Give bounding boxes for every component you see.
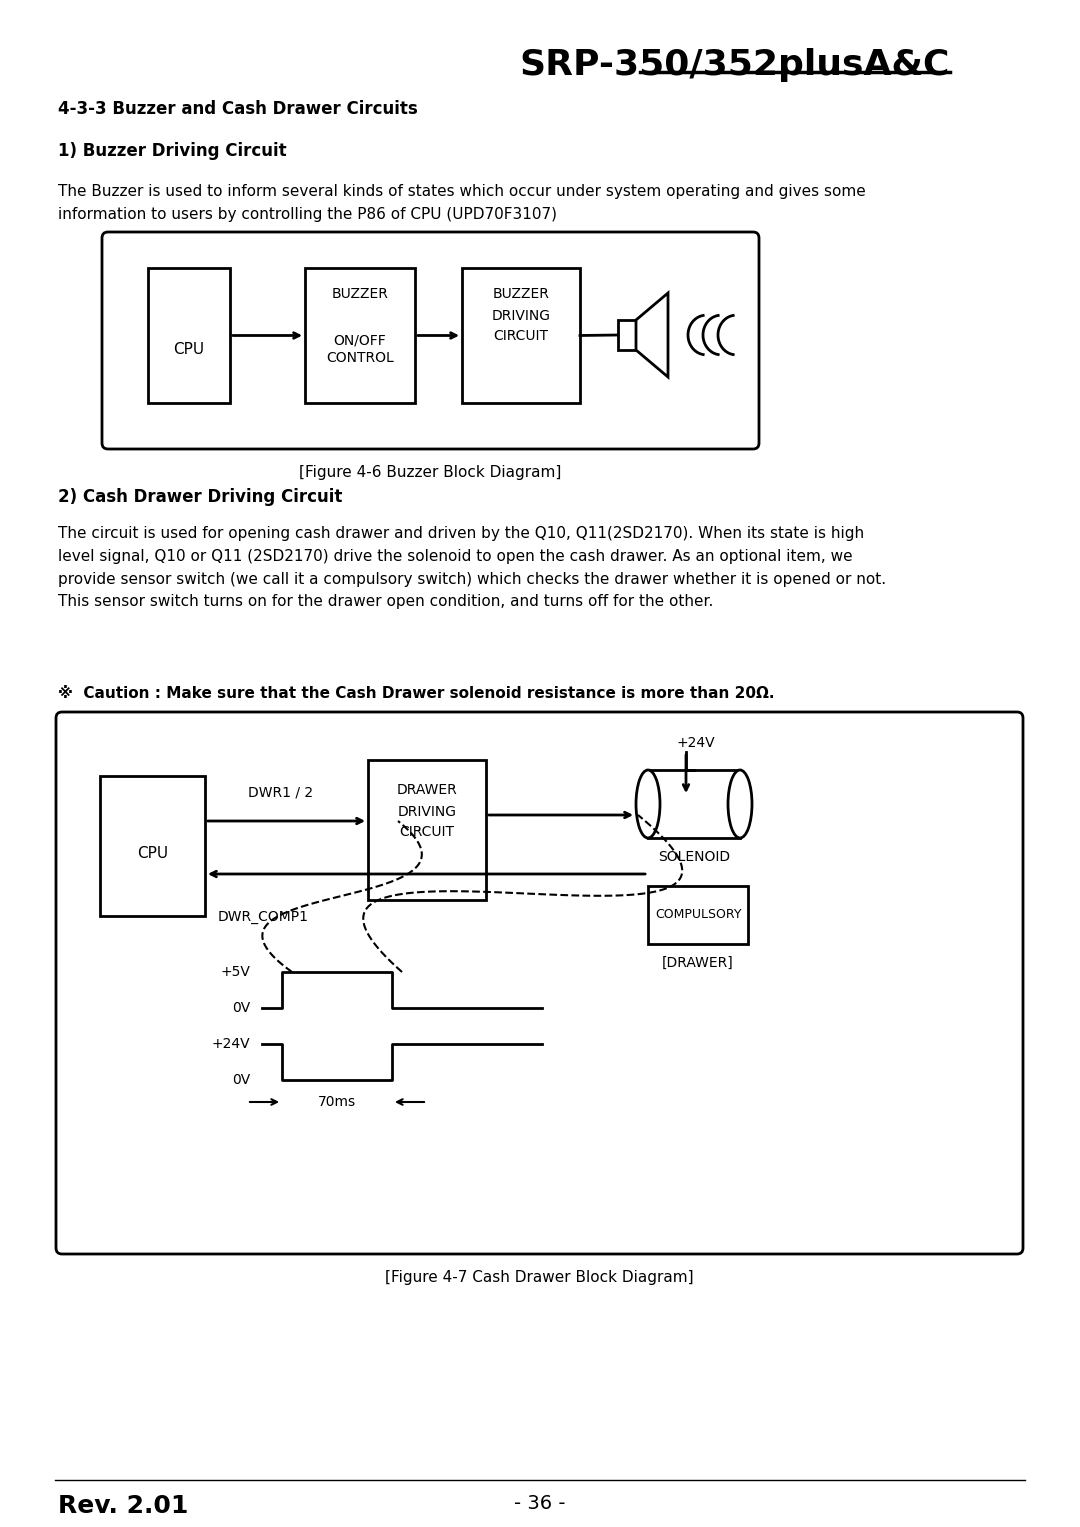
Bar [148, 269, 230, 403]
Text: 0V: 0V [232, 1002, 249, 1015]
Bar [462, 269, 580, 403]
Bar [368, 760, 486, 899]
Text: CIRCUIT: CIRCUIT [400, 825, 455, 838]
Text: [Figure 4-6 Buzzer Block Diagram]: [Figure 4-6 Buzzer Block Diagram] [299, 466, 562, 479]
Text: DWR1 / 2: DWR1 / 2 [248, 786, 313, 800]
Text: 4-3-3 Buzzer and Cash Drawer Circuits: 4-3-3 Buzzer and Cash Drawer Circuits [58, 99, 418, 118]
FancyBboxPatch shape [56, 712, 1023, 1254]
Text: Rev. 2.01: Rev. 2.01 [58, 1493, 188, 1518]
Ellipse shape [636, 770, 660, 838]
Text: +5V: +5V [220, 965, 249, 979]
Text: 0V: 0V [232, 1073, 249, 1087]
Bar [100, 776, 205, 916]
FancyBboxPatch shape [102, 232, 759, 449]
Text: DRAWER: DRAWER [396, 783, 457, 797]
Text: [DRAWER]: [DRAWER] [662, 956, 734, 970]
Text: DRIVING: DRIVING [397, 805, 457, 818]
Bar [648, 886, 748, 944]
Text: The Buzzer is used to inform several kinds of states which occur under system op: The Buzzer is used to inform several kin… [58, 183, 866, 221]
Text: SOLENOID: SOLENOID [658, 851, 730, 864]
Text: DRIVING: DRIVING [491, 308, 551, 324]
Text: COMPULSORY: COMPULSORY [654, 909, 741, 921]
Text: - 36 -: - 36 - [514, 1493, 566, 1513]
Text: CIRCUIT: CIRCUIT [494, 328, 549, 344]
Text: DWR_COMP1: DWR_COMP1 [218, 910, 309, 924]
Bar [305, 269, 415, 403]
Text: [Figure 4-7 Cash Drawer Block Diagram]: [Figure 4-7 Cash Drawer Block Diagram] [386, 1270, 693, 1286]
Text: CONTROL: CONTROL [326, 351, 394, 365]
Text: 2) Cash Drawer Driving Circuit: 2) Cash Drawer Driving Circuit [58, 489, 342, 505]
Text: ※  Caution : Make sure that the Cash Drawer solenoid resistance is more than 20Ω: ※ Caution : Make sure that the Cash Draw… [58, 686, 774, 701]
Text: CPU: CPU [174, 342, 204, 356]
Text: ON/OFF: ON/OFF [334, 333, 387, 347]
Text: 70ms: 70ms [318, 1095, 356, 1109]
Text: SRP-350/352plusA&C: SRP-350/352plusA&C [519, 47, 950, 82]
Text: +24V: +24V [212, 1037, 249, 1051]
Polygon shape [636, 293, 669, 377]
Text: CPU: CPU [137, 846, 168, 861]
Text: BUZZER: BUZZER [492, 287, 550, 301]
Bar [648, 770, 740, 838]
Text: BUZZER: BUZZER [332, 287, 389, 301]
Text: 1) Buzzer Driving Circuit: 1) Buzzer Driving Circuit [58, 142, 286, 160]
Text: The circuit is used for opening cash drawer and driven by the Q10, Q11(2SD2170).: The circuit is used for opening cash dra… [58, 525, 886, 609]
Bar [618, 321, 636, 350]
Ellipse shape [728, 770, 752, 838]
Text: +24V: +24V [676, 736, 715, 750]
